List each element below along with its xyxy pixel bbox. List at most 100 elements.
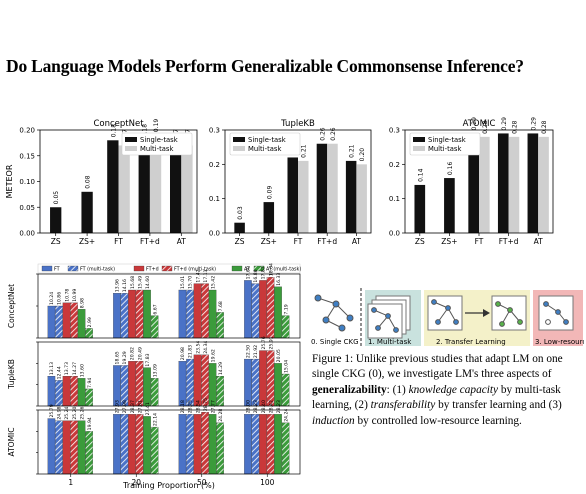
x-tick-label: ZS+ bbox=[261, 237, 277, 246]
bar-value-label: 0.28 bbox=[541, 120, 548, 134]
proportion-bar-label: 10.99 bbox=[72, 289, 78, 302]
proportion-bar-label: 28.23 bbox=[253, 400, 259, 413]
diagram-panel-multitask: 1. Multi-task bbox=[365, 290, 421, 346]
legend-label-multi: Multi-task bbox=[248, 145, 281, 153]
y-tick-label: 0.0 bbox=[389, 230, 400, 238]
proportion-bar-label: 28.54 bbox=[195, 400, 201, 413]
bar-value-label: 0.29 bbox=[530, 117, 537, 131]
x-tick-label: 50 bbox=[197, 478, 207, 487]
proportion-bar-label: 10.78 bbox=[64, 289, 70, 302]
proportion-bar bbox=[120, 293, 129, 339]
diagram-label-0: 0. Single CKG bbox=[311, 338, 359, 346]
proportion-bar-label: 15.68 bbox=[130, 276, 136, 289]
proportion-bar-label: 6.67 bbox=[152, 304, 158, 314]
proportion-bar bbox=[77, 420, 86, 475]
proportion-bar bbox=[62, 420, 71, 475]
proportion-bar bbox=[186, 358, 194, 407]
bar-ftplusd bbox=[497, 133, 509, 233]
proportion-bar bbox=[70, 302, 78, 339]
proportion-bar-label: 23.54 bbox=[195, 341, 201, 354]
proportion-bar bbox=[143, 289, 151, 339]
proportion-bar bbox=[251, 283, 260, 339]
bottom-legend-label: FT (multi-task) bbox=[80, 267, 115, 273]
proportion-bar bbox=[208, 289, 217, 339]
bar-value-label: 0.26 bbox=[319, 127, 326, 141]
x-tick-label: AT bbox=[534, 237, 544, 246]
panel-frame bbox=[37, 273, 301, 339]
proportion-bar-label: 13.09 bbox=[152, 364, 158, 377]
proportion-bar bbox=[193, 354, 202, 407]
caption-term: generalizability bbox=[312, 383, 387, 396]
legend-swatch-single bbox=[125, 137, 137, 142]
proportion-bar-label: 28.42 bbox=[268, 400, 274, 413]
bar-ftplusd bbox=[138, 140, 150, 233]
diagram-panel-transfer: 2. Transfer Learning bbox=[424, 290, 530, 346]
proportion-bar bbox=[128, 289, 136, 339]
bar-value-label: 0.29 bbox=[471, 117, 478, 131]
bottom-legend-label: FT bbox=[54, 267, 60, 273]
bar-at bbox=[345, 160, 357, 233]
proportion-bar-label: 13.73 bbox=[64, 362, 70, 375]
proportion-bar-label: 25.26 bbox=[79, 406, 85, 419]
proportion-bar bbox=[193, 414, 202, 475]
proportion-bar-label: 27.81 bbox=[137, 400, 143, 413]
bottom-legend-label: FT+d bbox=[146, 267, 159, 273]
proportion-bar bbox=[55, 420, 63, 475]
y-tick-label: 0.1 bbox=[389, 195, 400, 203]
proportion-bar-label: 24.98 bbox=[57, 406, 63, 419]
legend-label-single: Single-task bbox=[140, 136, 178, 144]
diagram-label-1: 1. Multi-task bbox=[368, 338, 412, 346]
x-tick-label: ZS+ bbox=[441, 237, 457, 246]
y-tick-label: 0.15 bbox=[19, 152, 35, 160]
y-tick-label: 0.2 bbox=[209, 161, 220, 169]
proportion-bar bbox=[274, 363, 282, 407]
legend-swatch-multi bbox=[413, 146, 425, 151]
bar-ft bbox=[287, 157, 298, 233]
graph-icon-lowresource bbox=[543, 301, 569, 325]
proportion-bar bbox=[259, 280, 267, 339]
proportion-bar bbox=[113, 414, 121, 475]
y-tick-label: 0.0 bbox=[209, 230, 220, 238]
y-tick-label: 0.2 bbox=[389, 161, 400, 169]
x-tick-label: FT bbox=[114, 237, 123, 246]
bar-value-label: 0.28 bbox=[511, 120, 518, 134]
legend-box bbox=[229, 132, 301, 156]
proportion-bar bbox=[113, 365, 121, 407]
bar-value-label: 0.05 bbox=[53, 191, 60, 205]
proportion-bar-label: 18.64 bbox=[268, 263, 274, 276]
paper-title: Do Language Models Perform Generalizable… bbox=[6, 56, 524, 76]
panel-ylabel: TupleKB bbox=[7, 359, 16, 390]
proportion-bar-label: 28.00 bbox=[246, 400, 252, 413]
proportion-bar-label: 20.05 bbox=[276, 349, 282, 362]
bar-ft bbox=[479, 136, 490, 233]
proportion-bar-label: 20.82 bbox=[130, 347, 136, 360]
y-tick-label: 0.3 bbox=[209, 127, 220, 135]
proportion-bar bbox=[77, 378, 86, 407]
proportion-bar-label: 27.41 bbox=[145, 402, 151, 415]
proportion-bar-label: 7.19 bbox=[283, 304, 289, 314]
diagram-label-2: 2. Transfer Learning bbox=[436, 338, 506, 346]
proportion-panel-1: ConceptNet 10.24 10.86 10.78 10.998.98 2.99 13… bbox=[7, 263, 301, 339]
proportion-bar bbox=[193, 283, 202, 339]
bar-ftplusd bbox=[508, 136, 520, 233]
proportion-bar bbox=[143, 416, 151, 475]
proportion-bar-label: 10.86 bbox=[57, 292, 63, 305]
x-tick-label: ZS+ bbox=[79, 237, 95, 246]
proportion-bar-label: 27.93 bbox=[115, 400, 121, 413]
plot-frame bbox=[224, 129, 372, 234]
proportion-bar bbox=[62, 302, 71, 339]
bar-value-label: 0.14 bbox=[417, 168, 424, 182]
caption-emphasis-2: transferability bbox=[370, 399, 436, 412]
panel-ylabel: ConceptNet bbox=[7, 284, 16, 328]
caption-part-3: by multi-task learning, (2) bbox=[312, 383, 561, 412]
proportion-bar bbox=[120, 365, 129, 407]
proportion-bar bbox=[128, 361, 136, 407]
proportion-bar bbox=[266, 414, 275, 475]
proportion-bar-label: 15.04 bbox=[283, 360, 289, 373]
proportion-bar-label: 10.24 bbox=[49, 292, 55, 305]
diagram-label-3: 3. Low-resource bbox=[535, 338, 584, 346]
bar-at bbox=[181, 145, 193, 233]
y-tick-label: 0.10 bbox=[19, 178, 35, 186]
bar-zs bbox=[414, 184, 426, 233]
proportion-bar-label: 21.92 bbox=[253, 345, 259, 358]
